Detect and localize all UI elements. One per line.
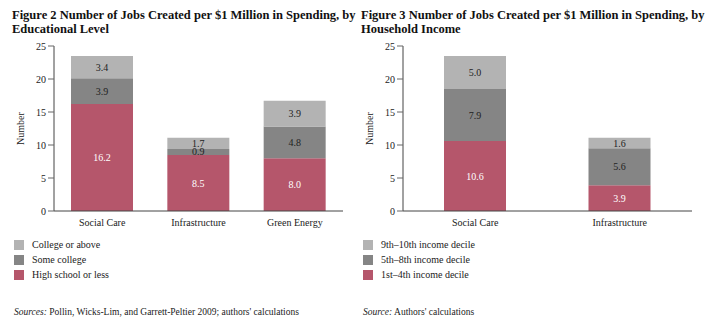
svg-text:3.9: 3.9 <box>96 86 109 97</box>
svg-text:10: 10 <box>385 140 395 151</box>
svg-text:1.7: 1.7 <box>192 138 205 149</box>
html-text:9th–10th income decile: 9th–10th income decile <box>381 239 475 250</box>
svg-text:5: 5 <box>390 173 395 184</box>
svg-text:5.0: 5.0 <box>469 67 482 78</box>
svg-text:16.2: 16.2 <box>93 152 111 163</box>
svg-text:25: 25 <box>36 41 46 52</box>
html-text:High school or less: High school or less <box>32 269 109 280</box>
svg-text:1.6: 1.6 <box>613 138 626 149</box>
html-text:Some college: Some college <box>32 254 87 265</box>
svg-text:Number: Number <box>15 111 26 144</box>
svg-text:0.9: 0.9 <box>192 146 205 158</box>
svg-text:5: 5 <box>41 173 46 184</box>
svg-text:0: 0 <box>41 206 46 217</box>
svg-text:Infrastructure: Infrastructure <box>593 217 648 228</box>
svg-text:4.8: 4.8 <box>288 137 301 148</box>
svg-text:Infrastructure: Infrastructure <box>171 217 226 228</box>
svg-text:8.0: 8.0 <box>288 179 301 190</box>
html-text:Source: Authors' calculations: Source: Authors' calculations <box>363 307 475 317</box>
html-text:1st–4th income decile: 1st–4th income decile <box>381 269 469 280</box>
svg-text:3.9: 3.9 <box>613 193 626 204</box>
html-text:Figure 3 Number of Jobs Create: Figure 3 Number of Jobs Created per $1 M… <box>361 8 705 36</box>
svg-text:10.6: 10.6 <box>466 171 484 182</box>
svg-text:20: 20 <box>36 74 46 85</box>
svg-text:Social Care: Social Care <box>79 217 126 228</box>
svg-text:10: 10 <box>36 140 46 151</box>
html-text:Figure 2 Number of Jobs Create: Figure 2 Number of Jobs Created per $1 M… <box>12 8 356 36</box>
svg-text:Green Energy: Green Energy <box>267 217 323 228</box>
svg-text:7.9: 7.9 <box>469 110 482 121</box>
html-text:College or above: College or above <box>32 239 101 250</box>
svg-text:20: 20 <box>385 74 395 85</box>
svg-text:25: 25 <box>385 41 395 52</box>
html-text:5th–8th income decile: 5th–8th income decile <box>381 254 470 265</box>
svg-text:3.4: 3.4 <box>96 62 109 73</box>
svg-text:3.9: 3.9 <box>288 108 301 119</box>
svg-text:5.6: 5.6 <box>613 161 626 172</box>
svg-text:15: 15 <box>36 107 46 118</box>
svg-text:0: 0 <box>390 206 395 217</box>
html-text:Sources: Pollin, Wicks-Lim, an: Sources: Pollin, Wicks-Lim, and Garrett-… <box>14 307 299 317</box>
svg-text:8.5: 8.5 <box>192 178 205 189</box>
svg-text:15: 15 <box>385 107 395 118</box>
svg-text:Social Care: Social Care <box>452 217 499 228</box>
svg-text:Number: Number <box>364 111 375 144</box>
